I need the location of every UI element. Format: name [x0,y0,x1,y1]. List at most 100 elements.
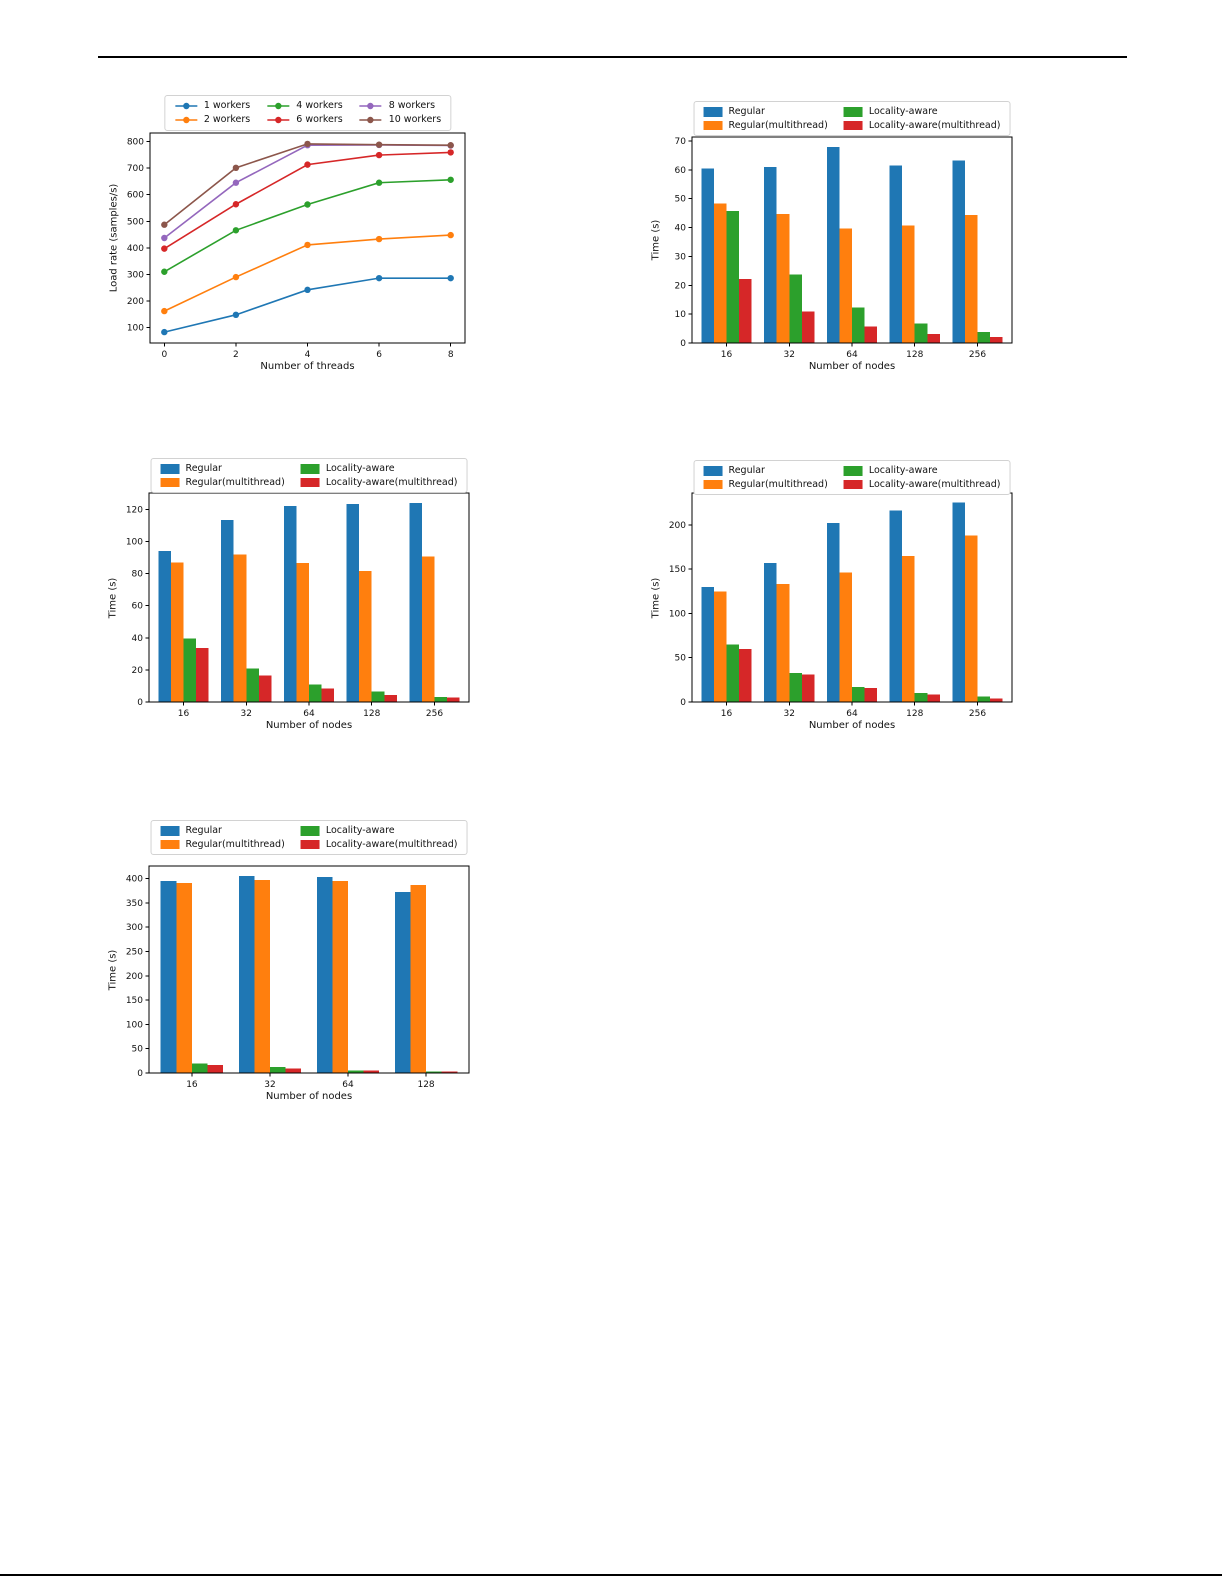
x-tick-label: 32 [784,709,795,719]
legend-item: Regular(multithread) [160,477,285,487]
legend-column: 4 workers 6 workers [266,100,343,125]
data-point [232,311,240,319]
data-point [447,142,454,149]
bar [258,675,272,702]
legend-swatch-icon [300,839,320,849]
bar [321,688,335,702]
legend-item: 6 workers [266,115,343,125]
legend-swatch-icon [160,839,180,849]
bar [927,694,940,702]
legend-item: Locality-aware [843,106,1001,117]
legend-swatch-icon [300,464,320,474]
legend-label: 10 workers [388,114,442,126]
data-point [161,328,168,336]
legend-swatch-icon [267,116,290,124]
tick-labels: 0 50 100 150 200 16 32 64 128 256 [669,521,987,719]
legend-swatch-icon [843,107,863,117]
legend-label: 4 workers [296,100,343,112]
legend-item: Regular [703,465,828,476]
bar [977,696,991,702]
legend-item: Regular(multithread) [703,479,828,489]
tick-marks [146,141,452,347]
bar [864,326,878,343]
bar [852,307,865,343]
bar [839,228,852,343]
bar [254,880,270,1073]
legend-column: Regular Regular(multithread) [160,464,285,487]
y-tick-label: 100 [126,537,143,547]
legend-label: Regular(multithread) [185,838,285,850]
legend-item: Locality-aware(multithread) [300,838,458,850]
y-tick-label: 100 [126,1020,143,1030]
legend-label: Locality-aware(multithread) [868,119,1001,131]
legend-swatch-icon [359,102,382,110]
bar-series-Locality-aware(multithread) [739,279,1003,343]
data-point [304,201,311,208]
legend-item: Locality-aware(multithread) [843,479,1000,489]
data-point [447,149,454,156]
bar [826,523,840,702]
y-tick-label: 250 [126,948,143,958]
bar [864,687,878,702]
bar [207,1065,224,1073]
bar [434,696,448,702]
bar-series-Regular(multithread) [713,203,978,343]
x-tick-label: 64 [846,350,858,360]
bar [283,506,297,702]
legend-label: Locality-aware(multithread) [325,838,458,850]
legend-swatch-icon [703,120,723,130]
y-tick-label: 700 [127,164,144,174]
y-tick-label: 0 [680,698,686,708]
bar [238,876,255,1073]
bar [789,274,802,343]
bar [348,1070,364,1073]
y-tick-label: 70 [675,137,687,147]
tick-labels: 0 20 40 60 80 100 120 16 32 64 128 256 [126,505,444,719]
legend-column: 1 workers 2 workers [174,101,250,125]
data-point [375,179,383,186]
bar [776,584,790,702]
bar [713,591,727,702]
data-point [447,231,454,239]
bar [441,1071,458,1073]
y-axis-label: Time (s) [650,219,662,261]
line-series-10 workers [161,140,454,228]
plot-svg: 0 50 100 150 200 16 32 64 128 256 [669,492,1013,719]
x-tick-label: 32 [264,1080,275,1090]
x-tick-label: 16 [721,350,733,360]
y-tick-label: 100 [127,324,144,334]
legend-item: Locality-aware [300,464,458,474]
plot-svg: 100 200 300 400 500 600 700 800 0 2 4 6 8 [127,132,466,360]
y-axis-label: Load rate (samples/s) [108,183,120,293]
legend-column: 8 workers 10 workers [359,101,441,125]
bar [902,225,915,343]
chart-5-time-vs-nodes: 0 50 100 150 200 250 300 350 400 16 32 64 128 Regula… [108,815,510,1115]
y-tick-label: 120 [126,505,143,515]
x-tick-label: 128 [906,709,923,719]
legend-label: Regular [728,465,765,476]
legend-label: 8 workers [388,100,436,112]
series-line [163,178,451,273]
legend-swatch-icon [703,466,723,476]
chart-3-time-vs-nodes: 0 20 40 60 80 100 120 16 32 64 128 256 Regular Regul… [108,445,510,745]
bar [221,519,234,702]
legend-item: 1 workers [174,101,250,111]
bar-series-Locality-aware [726,210,991,343]
bar-series-Locality-aware [191,1063,442,1073]
y-tick-label: 200 [127,297,144,307]
tick-marks [688,140,978,347]
data-point [232,201,240,208]
data-point [232,164,240,172]
x-tick-label: 256 [426,709,443,719]
bar [713,203,727,343]
legend-item: Regular [160,464,285,474]
data-point [161,245,168,252]
bar [191,1063,208,1073]
legend-label: Locality-aware [868,106,938,117]
y-tick-label: 500 [127,217,144,227]
bar-series-Regular [701,146,965,343]
bar [332,881,349,1073]
legend-label: Locality-aware [868,465,938,476]
legend-column: Regular Regular(multithread) [703,465,828,489]
legend-item: 4 workers [266,100,343,112]
